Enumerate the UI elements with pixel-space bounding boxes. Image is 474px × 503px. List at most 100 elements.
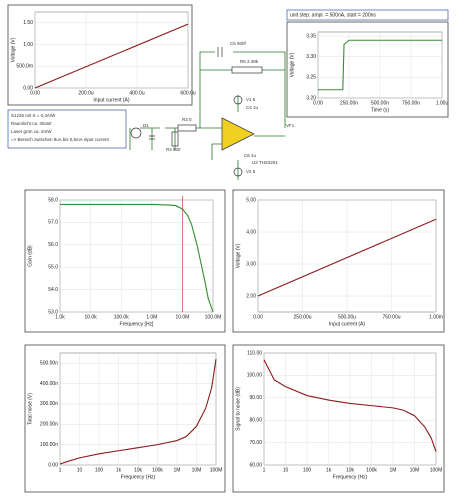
x-tick-label: 750.00n <box>402 100 420 106</box>
x-tick-label: 1 <box>59 467 62 473</box>
chart-title: unit step: ampl. = 500nA, start = 200ns <box>290 12 376 18</box>
note-line: Laser grün ca. 2mW <box>11 129 52 134</box>
x-axis-label: Frequency (Hz) <box>121 474 156 480</box>
y-tick-label: 1.00 <box>23 42 33 48</box>
note-box <box>7 109 127 149</box>
label: V1 5 <box>246 97 256 102</box>
series-line <box>318 39 442 91</box>
x-tick-label: 1M <box>390 467 397 473</box>
x-axis-label: Time (s) <box>371 107 389 113</box>
x-tick-label: 500.00u <box>338 314 356 320</box>
y-axis-label: Signal to noise (dB) <box>235 387 241 431</box>
y-tick-label: 3.00 <box>246 261 256 267</box>
x-tick-label: 1.0M <box>146 314 157 320</box>
y-axis-label: Total noise (V) <box>27 393 33 425</box>
y-tick-label: 100.00n <box>40 442 58 448</box>
y-tick-label: 3.25 <box>306 75 316 81</box>
plot-area <box>59 199 214 313</box>
x-tick-label: 1M <box>174 467 181 473</box>
y-tick-label: 500.00n <box>40 361 58 367</box>
x-axis-label: Input current (A) <box>93 97 129 103</box>
note-line: S1226 mit S = 0,3A/W <box>11 113 56 118</box>
y-tick-label: 500.0m <box>16 64 33 70</box>
x-tick-label: 100M <box>430 467 443 473</box>
x-tick-label: 100 <box>303 467 312 473</box>
y-tick-label: 55.0 <box>48 265 58 271</box>
series-line <box>34 23 189 89</box>
label: C6 1u <box>244 153 257 158</box>
y-tick-label: 53.0 <box>48 309 58 315</box>
y-tick-label: 90.00 <box>249 395 262 401</box>
label: R4 500 <box>166 147 181 152</box>
capacitor <box>149 135 155 140</box>
source <box>233 95 243 105</box>
label: V2 5 <box>246 169 256 174</box>
y-tick-label: 3.30 <box>306 54 316 60</box>
x-tick-label: 0.00 <box>30 90 40 96</box>
x-tick-label: 10M <box>192 467 202 473</box>
x-tick-label: 1k <box>326 467 332 473</box>
label: R3 0 <box>182 117 192 122</box>
label: VF1 <box>286 123 295 128</box>
x-tick-label: 1.00u <box>436 100 449 106</box>
x-tick-label: 1 <box>263 467 266 473</box>
x-tick-label: 100k <box>152 467 163 473</box>
x-tick-label: 400.0u <box>129 90 145 96</box>
x-tick-label: 10 <box>283 467 289 473</box>
y-tick-label: 3.35 <box>306 33 316 39</box>
y-axis-label: Voltage (V) <box>235 243 241 268</box>
x-tick-label: 10k <box>134 467 143 473</box>
resistor <box>231 66 263 74</box>
x-tick-label: 1.0k <box>55 314 65 320</box>
series-line <box>60 203 214 313</box>
diode-source <box>130 127 142 139</box>
x-tick-label: 250.00u <box>293 314 311 320</box>
x-tick-label: 100.0k <box>114 314 130 320</box>
resistor <box>171 131 179 147</box>
y-axis-label: Voltage (V) <box>289 52 295 77</box>
resistor <box>177 124 197 132</box>
x-tick-label: 200.0u <box>78 90 94 96</box>
y-tick-label: 4.00 <box>246 229 256 235</box>
y-tick-label: 58.0 <box>48 197 58 203</box>
source <box>233 167 243 177</box>
y-tick-label: 300.00n <box>40 401 58 407</box>
y-tick-label: 57.0 <box>48 220 58 226</box>
y-tick-label: 0.00 <box>48 462 58 468</box>
y-tick-label: 54.0 <box>48 287 58 293</box>
label: D1 <box>143 123 149 128</box>
y-tick-label: 80.00 <box>249 418 262 424</box>
label: C4 1u <box>246 105 259 110</box>
y-tick-label: 100.00 <box>247 373 263 379</box>
x-tick-label: 100 <box>95 467 104 473</box>
x-tick-label: 1k <box>116 467 122 473</box>
y-axis-label: Gain (dB) <box>27 245 33 267</box>
y-tick-label: 70.00 <box>249 440 262 446</box>
y-tick-label: 200.00n <box>40 422 58 428</box>
x-tick-label: 600.0u <box>180 90 196 96</box>
capacitor <box>217 47 223 57</box>
x-tick-label: 10.0M <box>175 314 189 320</box>
note-line: => Bereich zwischen 9uA bis 0,6mA input … <box>11 137 110 142</box>
op-amp <box>221 117 255 151</box>
x-tick-label: 0.00 <box>253 314 263 320</box>
x-tick-label: 1.00m <box>429 314 443 320</box>
y-tick-label: 110.00 <box>247 350 262 356</box>
y-tick-label: 56.0 <box>48 242 58 248</box>
y-tick-label: 5.00 <box>246 197 256 203</box>
x-tick-label: 100M <box>210 467 223 473</box>
y-tick-label: 400.00n <box>40 381 58 387</box>
series-line <box>59 359 217 465</box>
y-tick-label: 1.50 <box>23 20 33 26</box>
x-tick-label: 100k <box>366 467 377 473</box>
y-tick-label: 2.00 <box>246 293 256 299</box>
series-line <box>257 218 437 297</box>
x-tick-label: 10.0k <box>84 314 97 320</box>
plot-area <box>34 11 189 89</box>
label: U2 THS3201 <box>252 160 278 165</box>
x-axis-label: Frequency [Hz] <box>120 321 155 327</box>
x-tick-label: 750.00u <box>382 314 400 320</box>
x-tick-label: 0.00 <box>313 100 323 106</box>
x-tick-label: 500.00n <box>371 100 389 106</box>
